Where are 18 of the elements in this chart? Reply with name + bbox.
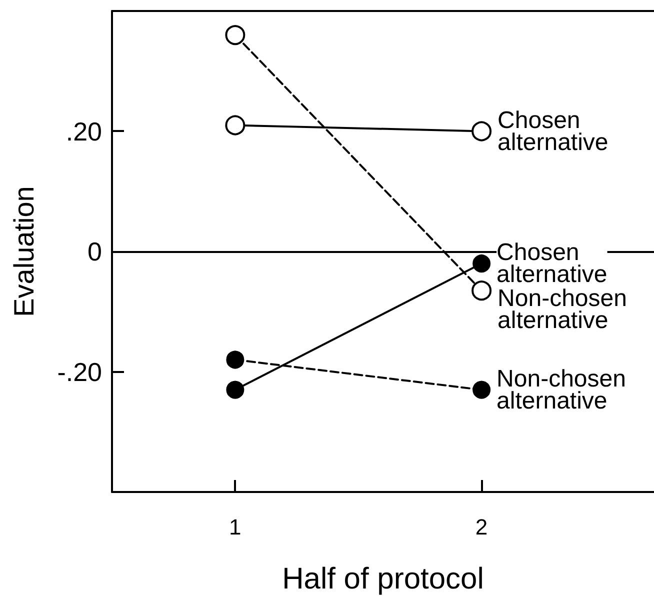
point <box>472 280 492 301</box>
series-label: Chosen alternative <box>498 106 608 156</box>
point <box>225 115 246 136</box>
y-axis-title: Evaluation <box>8 186 40 317</box>
point <box>472 121 492 142</box>
point <box>226 380 244 399</box>
series-label: Non-chosen alternative <box>496 365 626 414</box>
x-tick-label: 2 <box>475 514 488 540</box>
point <box>472 380 491 399</box>
point <box>472 254 491 273</box>
y-tick-label: 0 <box>88 236 102 266</box>
series-label: Chosen alternative <box>496 239 608 288</box>
y-tick-label: .20 <box>66 116 102 146</box>
point <box>226 350 244 369</box>
x-axis-title: Half of protocol <box>282 562 484 596</box>
point <box>225 25 246 46</box>
x-tick-label: 1 <box>229 514 242 540</box>
y-tick-label: -.20 <box>57 356 102 387</box>
